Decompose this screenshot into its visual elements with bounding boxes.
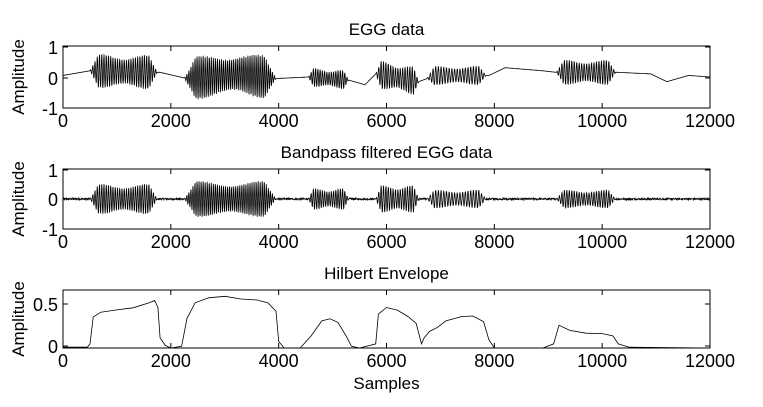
y-tick-label: -1: [42, 220, 58, 240]
subplot-3: Hilbert Envelope 0 2000 4000 6000 8000 10000 12…: [9, 264, 735, 393]
x-tick-label: 0: [58, 351, 68, 371]
subplot-title: EGG data: [349, 20, 425, 39]
y-tick-label: 0.5: [33, 295, 58, 315]
x-tick-label: 6000: [366, 232, 406, 252]
y-tick-label: 0: [48, 69, 58, 89]
y-tick-label: -1: [42, 99, 58, 119]
x-tick-label: 0: [58, 232, 68, 252]
series-line: [63, 295, 711, 349]
series-line: [62, 180, 711, 218]
x-tick-label: 0: [58, 111, 68, 131]
y-tick-label: 1: [48, 38, 58, 58]
x-tick-label: 2000: [151, 351, 191, 371]
x-tick-label: 6000: [366, 111, 406, 131]
y-tick-label: 1: [48, 161, 58, 181]
x-tick-label: 2000: [151, 232, 191, 252]
x-tick-label: 12000: [685, 111, 735, 131]
x-tick-label: 4000: [259, 111, 299, 131]
x-tick-label: 6000: [366, 351, 406, 371]
x-tick-label: 10000: [577, 232, 627, 252]
y-axis-label: Amplitude: [9, 281, 28, 357]
x-tick-label: 8000: [474, 111, 514, 131]
subplot-title: Bandpass filtered EGG data: [281, 143, 493, 162]
x-tick-label: 8000: [474, 232, 514, 252]
series-line: [63, 54, 710, 100]
x-tick-label: 2000: [151, 111, 191, 131]
subplot-title: Hilbert Envelope: [324, 264, 449, 283]
x-tick-label: 12000: [685, 232, 735, 252]
y-axis-label: Amplitude: [9, 161, 28, 237]
subplot-2: Bandpass filtered EGG data 0 2000 4000 6000 8…: [9, 143, 735, 252]
y-tick-label: 0: [48, 190, 58, 210]
x-tick-label: 4000: [259, 351, 299, 371]
x-tick-label: 10000: [577, 351, 627, 371]
x-axis-label: Samples: [353, 374, 419, 393]
x-tick-label: 12000: [685, 351, 735, 371]
y-tick-label: 0: [48, 337, 58, 357]
y-axis-label: Amplitude: [9, 39, 28, 115]
x-tick-label: 4000: [259, 232, 299, 252]
axes-box: [62, 289, 711, 349]
x-tick-label: 10000: [577, 111, 627, 131]
x-tick-label: 8000: [474, 351, 514, 371]
